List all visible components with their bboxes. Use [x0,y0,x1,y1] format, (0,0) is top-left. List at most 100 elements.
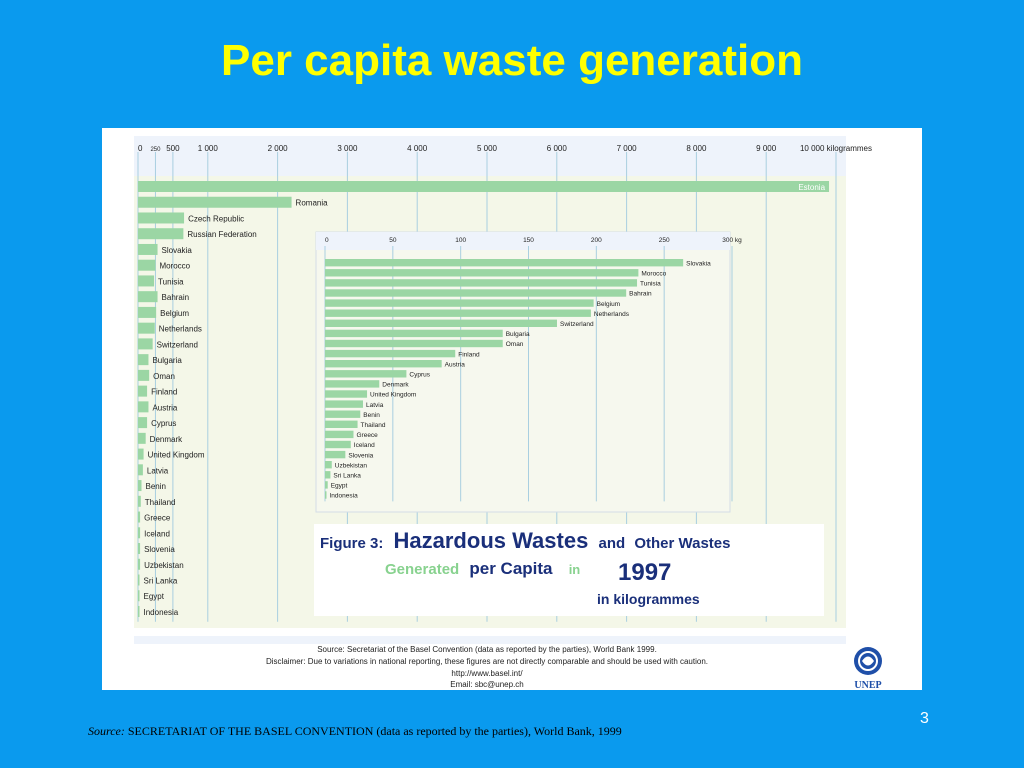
inset-tick-label: 50 [389,237,397,244]
inset-bar [325,370,407,378]
main-tick-label: 10 000 kilogrammes [800,144,872,153]
unep-logo-text: UNEP [854,680,881,690]
main-bar-label: United Kingdom [148,451,205,460]
note-disclaimer: Disclaimer: Due to variations in nationa… [266,657,708,666]
footer-source: Source: SECRETARIAT OF THE BASEL CONVENT… [88,724,622,739]
inset-bar-label: Morocco [641,271,666,278]
inset-bar-label: Cyprus [409,372,430,379]
main-bar-label: Bahrain [162,293,190,302]
main-bar [138,527,141,539]
inset-bar [325,349,456,358]
main-bar [138,243,158,255]
main-bar-label: Bulgaria [152,356,182,365]
main-bar [138,511,141,523]
inset-bar-label: Oman [506,341,524,348]
main-tick-label: 8 000 [686,144,707,153]
main-bar [138,401,149,413]
main-bar-label: Switzerland [157,340,198,349]
main-bar-label: Latvia [147,466,169,475]
inset-bar-label: Egypt [331,483,348,490]
unep-logo-icon: UNEP [854,647,882,690]
inset-bar-label: Austria [445,361,466,368]
inset-bar [325,481,328,489]
svg-text:Generated per Capita: Generated per Capita in [385,559,580,578]
inset-bar-label: Iceland [354,442,375,449]
main-bar-label: Indonesia [144,608,179,617]
main-bar-label: Egypt [144,592,165,601]
inset-bar [325,390,368,398]
inset-bar [325,329,503,338]
inset-bar-label: Sri Lanka [333,473,361,480]
main-tick-label: 6 000 [547,144,568,153]
inset-bar-label: Slovakia [686,260,711,267]
chart-panel: 0 250 500 1 000 2 000 3 000 4 000 5 000 6 000 7 0… [102,128,922,690]
main-bar [138,291,158,303]
main-bar [138,322,155,334]
inset-tick-label: 100 [455,237,466,244]
inset-bar-label: Thailand [361,422,386,429]
caption-hazardous: Hazardous Wastes [394,528,589,553]
inset-bar [325,471,331,479]
inset-bar [325,360,442,368]
main-bar [138,464,143,476]
caption-box [314,524,824,616]
chart-svg: 0 250 500 1 000 2 000 3 000 4 000 5 000 6 000 7 0… [134,136,882,690]
inset-bar-label: Denmark [382,382,409,389]
main-bar [138,574,140,586]
inset-bar-label: Bahrain [629,291,652,298]
main-bar [138,275,155,287]
main-tick-label: 5 000 [477,144,498,153]
main-tick-label: 4 000 [407,144,428,153]
main-bar-label: Tunisia [158,277,184,286]
main-bar [138,448,144,460]
inset-bar-label: Greece [356,432,378,439]
main-tick-label: 500 [166,144,180,153]
inset-bar [325,420,358,428]
inset-bar [325,440,351,449]
main-bar-label: Cyprus [151,419,176,428]
inset-tick-label: 0 [325,237,329,244]
main-tick-label: 0 [138,144,143,153]
inset-bar [325,491,327,499]
main-bar-label: Finland [151,388,177,397]
caption-units: in kilogrammes [597,591,700,607]
main-chart-header-band [134,136,846,176]
main-tick-label: 2 000 [268,144,289,153]
inset-bar [325,450,346,459]
main-bar-label: Morocco [159,262,190,271]
main-bar [138,181,830,192]
main-bar-label: Thailand [145,498,176,507]
main-bar [138,259,156,271]
inset-bar [325,410,361,418]
inset-bar-label: Benin [363,412,380,419]
inset-bar [325,289,627,297]
main-bar-label: Uzbekistan [144,561,184,570]
inset-bar [325,299,594,307]
inset-bar [325,461,332,469]
inset-bar [325,309,591,317]
caption-in: in [569,562,581,577]
main-bar [138,338,153,350]
main-bar-label: Austria [152,403,177,412]
slide-number: 3 [920,710,929,727]
main-bar-label: Benin [145,482,165,491]
inset-bar-label: Bulgaria [506,331,530,338]
caption-year: 1997 [618,559,671,586]
inset-bar [325,430,354,439]
main-bar [138,605,140,617]
inset-bar-label: Indonesia [330,493,359,500]
main-bar [138,590,140,602]
inset-bar [325,339,503,348]
inset-bar-label: Belgium [597,301,620,308]
inset-tick-label: 200 [591,237,602,244]
inset-bar [325,269,639,277]
main-tick-label: 1 000 [198,144,219,153]
inset-bar-label: Latvia [366,402,384,409]
main-bar-label: Russian Federation [187,230,256,239]
main-bar-label: Iceland [144,529,170,538]
main-bar-label: Czech Republic [188,214,244,223]
main-bar [138,306,157,318]
slide-title: Per capita waste generation [221,36,803,85]
inset-bar [325,319,557,327]
footer-source-text: SECRETARIAT OF THE BASEL CONVENTION (dat… [127,724,622,738]
